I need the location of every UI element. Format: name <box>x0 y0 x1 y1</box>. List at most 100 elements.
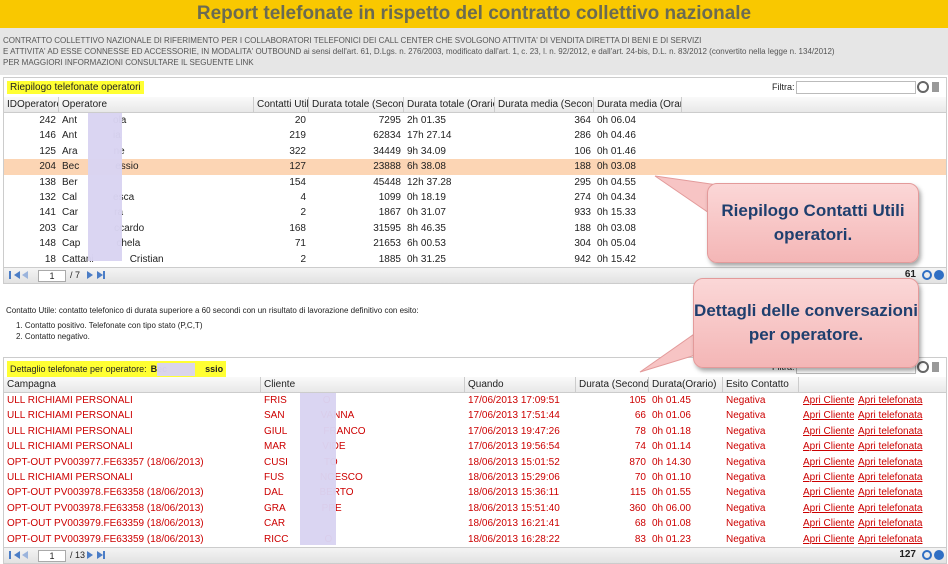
page-count: / 7 <box>70 270 81 280</box>
table-cell: 2 <box>300 253 306 265</box>
table-title: Riepilogo telefonate operatori <box>7 81 144 94</box>
table-cell: 78 <box>634 425 646 437</box>
first-page[interactable] <box>9 551 11 559</box>
table-row: OPT-OUT PV003979.FE63359 (18/06/2013) RIC… <box>4 531 946 548</box>
action-link[interactable]: Apri telefonata <box>858 410 923 422</box>
action-link[interactable]: Apri Cliente <box>803 487 854 499</box>
action-link[interactable]: Apri telefonata <box>858 518 923 530</box>
header-row: IDOperatore Operatore Contatti Utili Durata… <box>4 97 946 113</box>
action-link[interactable]: Apri Cliente <box>803 472 854 483</box>
action-link[interactable]: Apri telefonata <box>858 487 923 499</box>
table-cell: 1867 <box>378 207 401 219</box>
table-cell: 125 <box>39 145 56 157</box>
prev-page[interactable] <box>22 271 28 279</box>
next-page[interactable] <box>87 551 93 559</box>
action-link[interactable]: Apri Cliente <box>803 441 854 453</box>
last-page[interactable] <box>97 271 103 279</box>
help[interactable] <box>934 550 944 560</box>
next-page[interactable] <box>87 271 93 279</box>
prev-page[interactable] <box>22 551 28 559</box>
table-cell: 17/06/2013 19:47:26 <box>468 425 560 437</box>
name-fragment: DAL <box>264 487 284 499</box>
table-cell: 18/06/2013 15:29:06 <box>468 472 560 483</box>
table-cell: Negativa <box>726 487 766 499</box>
name-fragment: MAR <box>264 441 287 453</box>
last-page[interactable] <box>103 551 105 559</box>
last-page[interactable] <box>103 271 105 279</box>
table-cell: 188 <box>574 161 591 173</box>
header-row: Campagna Cliente Quando Durata (Secondi) Dur… <box>4 377 946 393</box>
page-input[interactable]: 1 <box>38 550 66 562</box>
table-cell: DAL BERTO <box>261 485 465 500</box>
refresh[interactable] <box>922 550 932 560</box>
action-link[interactable]: Apri telefonata <box>858 395 923 406</box>
pager: 1 / 13 127 <box>4 547 946 563</box>
table-cell: Apri Cliente <box>800 439 854 454</box>
name-fragment: Cristian <box>129 253 164 265</box>
table-cell: CUSITO <box>261 455 465 470</box>
table-cell: 127 <box>289 161 306 173</box>
action-link[interactable]: Apri Cliente <box>803 395 854 406</box>
delete-icon[interactable] <box>932 362 939 372</box>
table-cell: ULL RICHIAMI PERSONALI <box>7 441 133 453</box>
table-cell: 0h 15.42 <box>597 253 636 265</box>
help[interactable] <box>934 270 944 280</box>
title-text: Dettaglio telefonate per operatore: <box>10 364 147 374</box>
action-link[interactable]: Apri telefonata <box>858 472 923 483</box>
table-cell: 0h 31.07 <box>407 207 446 219</box>
name-fragment: GRA <box>264 502 286 514</box>
action-link[interactable]: Apri telefonata <box>858 533 923 545</box>
column-header: Durata totale (Orario) <box>404 97 495 112</box>
action-link[interactable]: Apri Cliente <box>803 533 854 545</box>
table-cell: 0h 05.04 <box>597 238 636 250</box>
table-cell: Negativa <box>726 395 766 406</box>
action-link[interactable]: Apri Cliente <box>803 410 854 422</box>
prev-page[interactable] <box>14 551 20 559</box>
table-cell: Apri telefonata <box>855 532 945 547</box>
table-cell: Negativa <box>726 472 766 483</box>
report-title: Report telefonate in rispetto del contra… <box>0 0 948 28</box>
table-cell: Negativa <box>726 425 766 437</box>
action-link[interactable]: Apri telefonata <box>858 456 923 468</box>
last-page[interactable] <box>97 551 103 559</box>
first-page[interactable] <box>9 271 11 279</box>
action-link[interactable]: Apri telefonata <box>858 425 923 437</box>
search-icon[interactable] <box>917 361 929 373</box>
summary-panel: Riepilogo telefonate operatori Filtra: IDO… <box>3 77 947 284</box>
table-cell: MARVIDE <box>261 439 465 454</box>
column-header: Operatore <box>59 97 254 112</box>
refresh[interactable] <box>922 270 932 280</box>
table-cell: 360 <box>629 502 646 514</box>
table-cell: 322 <box>289 145 306 157</box>
table-cell: 0h 04.46 <box>597 130 636 142</box>
prev-page[interactable] <box>14 271 20 279</box>
action-link[interactable]: Apri Cliente <box>803 456 854 468</box>
name-fragment: Ant <box>62 130 78 142</box>
search-icon[interactable] <box>917 81 929 93</box>
action-link[interactable]: Apri Cliente <box>803 518 854 530</box>
table-cell: 942 <box>574 253 591 265</box>
table-cell: 148 <box>39 238 56 250</box>
table-cell: 0h 06.04 <box>597 115 636 126</box>
filter-input[interactable] <box>796 81 916 94</box>
table-cell: Apri telefonata <box>855 393 945 408</box>
delete-icon[interactable] <box>932 82 939 92</box>
table-cell: 141 <box>39 207 56 219</box>
action-link[interactable]: Apri telefonata <box>858 502 923 514</box>
table-cell: 68 <box>634 518 646 530</box>
table-cell: Ber <box>59 175 254 190</box>
table-cell: Apri Cliente <box>800 532 854 547</box>
name-fragment: essio <box>115 161 139 173</box>
action-link[interactable]: Apri Cliente <box>803 425 854 437</box>
table-cell: Bec essio <box>59 159 254 174</box>
table-cell: 364 <box>574 115 591 126</box>
table-cell: 9h 34.09 <box>407 145 446 157</box>
action-link[interactable]: Apri telefonata <box>858 441 923 453</box>
table-cell: Apri Cliente <box>800 424 854 439</box>
page-input[interactable]: 1 <box>38 270 66 282</box>
action-link[interactable]: Apri Cliente <box>803 502 854 514</box>
table-cell: Negativa <box>726 518 766 530</box>
table-cell: FUS NCESCO <box>261 470 465 485</box>
